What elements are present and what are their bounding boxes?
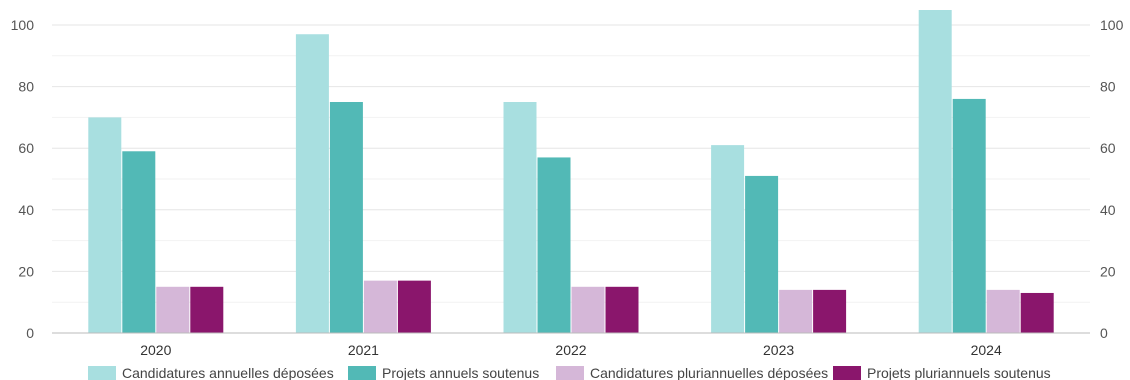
bars — [88, 10, 1054, 334]
bar-2022-series-4 — [605, 286, 639, 333]
x-tick-label: 2021 — [348, 342, 379, 358]
bar-2021-series-3 — [363, 280, 397, 333]
legend: Candidatures annuelles déposées Projets a… — [88, 365, 1051, 380]
bar-2024-series-1 — [918, 10, 952, 333]
bar-2021-series-1 — [295, 34, 329, 334]
legend-swatch — [556, 366, 584, 380]
y-tick-label-right: 60 — [1100, 140, 1116, 156]
bar-2023-series-2 — [745, 175, 779, 333]
bar-2023-series-4 — [813, 289, 847, 333]
y-tick-label-right: 40 — [1100, 202, 1116, 218]
legend-swatch — [348, 366, 376, 380]
legend-swatch — [833, 366, 861, 380]
bar-2024-series-2 — [952, 98, 986, 333]
gridlines — [52, 24, 1090, 303]
bar-2020-series-1 — [88, 117, 122, 334]
y-tick-label-left: 100 — [11, 17, 35, 33]
legend-label: Candidatures annuelles déposées — [122, 365, 334, 380]
x-tick-label: 2024 — [971, 342, 1002, 358]
y-tick-label-right: 0 — [1100, 325, 1108, 341]
y-tick-label-right: 80 — [1100, 79, 1116, 95]
y-tick-label-right: 100 — [1100, 17, 1124, 33]
y-tick-label-left: 0 — [26, 325, 34, 341]
y-tick-label-right: 20 — [1100, 263, 1116, 279]
bar-2024-series-4 — [1020, 292, 1054, 333]
bar-2021-series-2 — [329, 102, 363, 333]
legend-label: Projets pluriannuels soutenus — [867, 365, 1051, 380]
bar-2020-series-3 — [156, 286, 190, 333]
bar-2022-series-1 — [503, 102, 537, 333]
x-tick-label: 2022 — [555, 342, 586, 358]
bar-2020-series-2 — [122, 151, 156, 333]
bar-2024-series-3 — [986, 289, 1020, 333]
bar-2022-series-2 — [537, 157, 571, 333]
legend-label: Projets annuels soutenus — [382, 365, 539, 380]
bar-2023-series-1 — [711, 145, 745, 333]
y-tick-label-left: 80 — [18, 79, 34, 95]
y-tick-label-left: 20 — [18, 263, 34, 279]
bar-2022-series-3 — [571, 286, 605, 333]
x-tick-label: 2020 — [140, 342, 171, 358]
bar-2021-series-4 — [397, 280, 431, 333]
y-tick-label-left: 40 — [18, 202, 34, 218]
bar-2023-series-3 — [779, 289, 813, 333]
bar-2020-series-4 — [190, 286, 224, 333]
legend-label: Candidatures pluriannuelles déposées — [590, 365, 828, 380]
legend-swatch — [88, 366, 116, 380]
x-tick-label: 2023 — [763, 342, 794, 358]
y-tick-label-left: 60 — [18, 140, 34, 156]
